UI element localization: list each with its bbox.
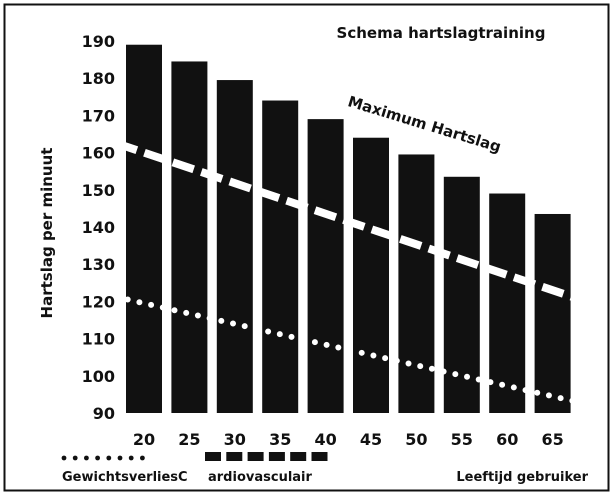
y-tick-label: 160 [82, 144, 115, 163]
legend-dot [61, 455, 67, 461]
legend-dash [290, 452, 307, 461]
x-tick-label: 45 [360, 430, 382, 449]
legend-label-gewichtsverlies: GewichtsverliesC [62, 470, 188, 485]
x-tick-label: 60 [496, 430, 518, 449]
bar-25 [171, 61, 208, 414]
bar-60 [489, 193, 526, 413]
x-tick-label: 35 [269, 430, 291, 449]
x-tick-label: 30 [224, 430, 246, 449]
y-tick-label: 140 [82, 218, 115, 237]
legend-dash [268, 452, 285, 461]
y-tick-label: 120 [82, 292, 115, 311]
y-axis-label: Hartslag per minuut [38, 148, 56, 319]
bar-50 [398, 154, 435, 413]
legend-dash [311, 452, 328, 461]
bar-55 [443, 176, 480, 413]
y-tick-label: 100 [82, 367, 115, 386]
y-tick-label: 110 [82, 330, 115, 349]
y-tick-label: 180 [82, 69, 115, 88]
cardiovascular-line [114, 139, 575, 302]
x-tick-label: 50 [405, 430, 427, 449]
legend-dash [226, 452, 243, 461]
legend: GewichtsverliesC ardiovasculair [61, 452, 328, 485]
bar-20 [126, 44, 162, 413]
y-tick-label: 90 [93, 404, 115, 423]
x-tick-label: 20 [133, 430, 155, 449]
x-axis-label: Leeftijd gebruiker [456, 470, 588, 485]
x-tick-label: 65 [541, 430, 563, 449]
legend-label-cardiovasculair: ardiovasculair [208, 470, 313, 485]
chart-title: Schema hartslagtraining [337, 24, 546, 42]
legend-dot [140, 455, 145, 461]
bar-30 [216, 80, 253, 413]
legend-dashed-marker [205, 452, 328, 461]
bar-35 [262, 100, 299, 414]
y-tick-labels: 190 180 170 160 150 140 130 120 110 100 90 [82, 32, 115, 423]
legend-dot [128, 455, 134, 461]
y-tick-label: 190 [82, 32, 115, 51]
legend-dot [117, 455, 123, 461]
y-tick-label: 150 [82, 181, 115, 200]
y-tick-label: 170 [82, 106, 115, 125]
legend-dot [84, 455, 89, 461]
legend-dot [106, 455, 112, 461]
y-tick-label: 130 [82, 255, 115, 274]
bar-45 [353, 137, 389, 413]
x-tick-label: 25 [178, 430, 200, 449]
legend-dash [205, 452, 221, 461]
x-tick-label: 40 [314, 430, 336, 449]
bar-40 [307, 119, 344, 414]
lines-group [113, 139, 577, 405]
x-tick-label: 55 [451, 430, 473, 449]
x-tick-labels: 20 25 30 35 40 45 50 55 60 65 [133, 430, 564, 449]
bar-65 [534, 213, 571, 413]
legend-dot [72, 455, 78, 461]
legend-dot [95, 455, 100, 461]
legend-dotted-marker [61, 455, 145, 461]
legend-dash [247, 452, 264, 461]
bars-group [126, 44, 571, 414]
